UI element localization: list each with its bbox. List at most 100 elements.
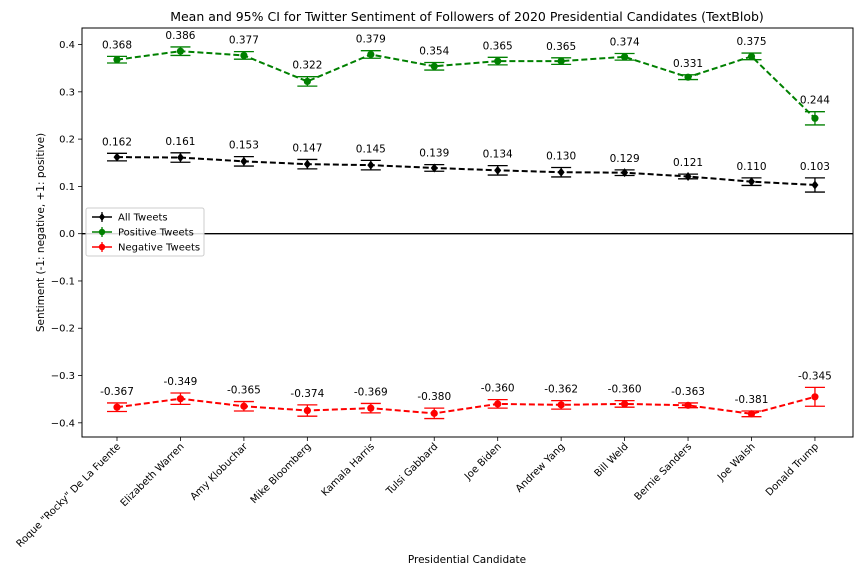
data-point: [684, 73, 692, 81]
x-tick-label: Bernie Sanders: [633, 441, 695, 503]
x-axis-label: Presidential Candidate: [408, 554, 526, 566]
data-label: 0.365: [546, 41, 576, 53]
data-point: [240, 51, 248, 60]
data-point: [240, 402, 248, 410]
data-point: [748, 177, 755, 187]
data-label: 0.134: [483, 149, 513, 161]
x-tick-label: Andrew Yang: [514, 441, 567, 494]
plot-frame: [81, 27, 854, 438]
data-point: [621, 53, 629, 61]
series-line: [116, 395, 816, 415]
data-point: [811, 114, 819, 122]
data-point: [747, 410, 756, 418]
data-point: [113, 152, 121, 162]
legend-marker: [98, 243, 106, 251]
legend-marker: [98, 228, 106, 236]
data-point: [811, 180, 819, 190]
x-tick-label: Tulsi Gabbard: [384, 441, 440, 497]
data-label: 0.374: [610, 37, 640, 49]
y-tick-label: 0.4: [59, 40, 75, 51]
data-label: 0.331: [673, 58, 703, 70]
data-point: [621, 168, 629, 178]
x-tick-label: Amy Klobuchar: [189, 441, 251, 503]
series-line: [116, 156, 816, 186]
legend-item: Negative Tweets: [92, 242, 200, 254]
y-tick-label: −0.4: [51, 418, 75, 429]
data-point: [113, 403, 121, 411]
data-point: [367, 50, 375, 59]
y-tick-label: 0.0: [59, 229, 75, 240]
x-tick-label: Bill Weld: [593, 441, 631, 479]
data-label: -0.374: [290, 388, 324, 400]
data-point: [430, 62, 438, 70]
legend-label: Negative Tweets: [118, 243, 200, 254]
y-tick-label: −0.3: [51, 371, 75, 382]
data-point: [684, 401, 692, 409]
series-line: [116, 50, 816, 120]
data-label: 0.145: [356, 143, 386, 155]
data-label: 0.121: [673, 157, 703, 169]
legend-marker: [99, 213, 105, 221]
data-label: 0.147: [292, 142, 322, 154]
x-tick-label: Roque "Rocky" De La Fuente: [15, 441, 124, 550]
x-tick-label: Joe Biden: [462, 441, 504, 483]
data-point: [621, 400, 629, 408]
data-label: 0.386: [165, 30, 195, 42]
data-label: 0.153: [229, 140, 259, 152]
data-point: [176, 395, 185, 403]
data-label: -0.381: [735, 394, 769, 406]
data-point: [430, 409, 438, 417]
data-label: -0.349: [164, 376, 198, 388]
data-label: 0.244: [800, 95, 830, 107]
y-tick-label: −0.1: [51, 276, 75, 287]
series-all-tweets: 0.162 0.161 0.153 0.147 0.145 0.139 0.134 0.130…: [102, 136, 830, 193]
x-tick-label: Kamala Harris: [320, 441, 377, 498]
series-positive-tweets: 0.368 0.386 0.377 0.322 0.379 0.354 0.365 0.365…: [102, 30, 830, 126]
data-point: [557, 57, 565, 65]
data-label: 0.379: [356, 34, 386, 46]
data-point: [494, 400, 502, 408]
data-label: 0.110: [736, 161, 766, 173]
data-label: 0.161: [165, 136, 195, 148]
data-label: -0.360: [481, 383, 515, 395]
data-label: -0.362: [544, 384, 578, 396]
data-point: [303, 406, 311, 415]
data-label: -0.369: [354, 386, 388, 398]
data-point: [176, 153, 184, 163]
data-point: [557, 167, 565, 177]
y-tick-label: 0.3: [59, 87, 75, 98]
y-tick-label: 0.2: [59, 135, 75, 146]
y-axis-label: Sentiment (-1: negative, +1: positive): [35, 133, 47, 332]
data-point: [367, 160, 375, 170]
legend-box: [85, 207, 205, 257]
data-point: [811, 393, 819, 401]
legend-item: Positive Tweets: [92, 227, 194, 239]
data-label: 0.103: [800, 161, 830, 173]
plot-area: 0.4 0.3 0.2 0.1 0.0 −0.1 −0.2 −0.3 −0.4 Roque "Ro…: [15, 27, 854, 550]
data-label: 0.139: [419, 148, 449, 160]
data-label: -0.380: [417, 391, 451, 403]
data-point: [684, 171, 692, 181]
data-point: [303, 159, 311, 169]
chart-title: Mean and 95% CI for Twitter Sentiment of…: [170, 9, 764, 24]
data-point: [557, 401, 565, 409]
data-label: -0.363: [671, 386, 705, 398]
data-point: [113, 56, 121, 64]
data-point: [494, 165, 502, 175]
data-label: 0.130: [546, 150, 576, 162]
data-point: [494, 57, 502, 65]
data-label: -0.365: [227, 385, 261, 397]
data-label: 0.162: [102, 136, 132, 148]
y-tick-label: −0.2: [51, 324, 75, 335]
x-tick-label: Elizabeth Warren: [119, 441, 187, 509]
data-point: [176, 47, 185, 55]
legend: All Tweets Positive Tweets Negative Tweets: [85, 207, 205, 257]
data-point: [240, 156, 248, 166]
data-label: 0.375: [736, 36, 766, 48]
data-label: 0.368: [102, 39, 132, 51]
data-label: 0.129: [610, 153, 640, 165]
data-point: [303, 77, 311, 86]
data-label: 0.322: [292, 60, 322, 72]
x-tick-label: Joe Walsh: [715, 441, 758, 484]
